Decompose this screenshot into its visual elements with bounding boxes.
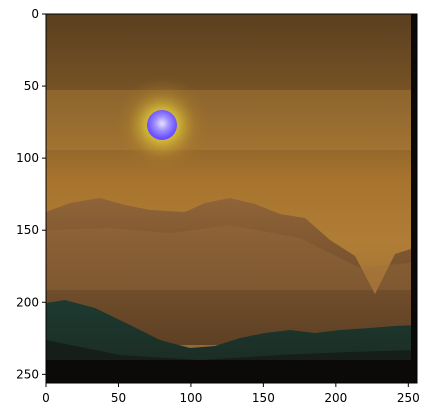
x-tick-label: 50 xyxy=(111,391,126,405)
axes-frame xyxy=(45,13,418,384)
y-tick-label: 200 xyxy=(16,295,39,309)
far-mountains xyxy=(46,198,417,345)
x-tick-label: 0 xyxy=(42,391,50,405)
haze-band xyxy=(46,90,417,150)
x-tick-label: 150 xyxy=(252,391,275,405)
y-tick-label: 0 xyxy=(31,7,39,21)
y-axis-ticks: 0 50 100 150 200 250 xyxy=(16,7,46,381)
x-tick-label: 250 xyxy=(397,391,420,405)
shoreline xyxy=(46,360,417,383)
ridge-haze xyxy=(46,225,417,290)
y-tick-label: 250 xyxy=(16,367,39,381)
x-tick-label: 200 xyxy=(324,391,347,405)
y-tick-label: 150 xyxy=(16,223,39,237)
right-edge-strip xyxy=(411,14,417,383)
image-area xyxy=(46,14,417,383)
y-tick-label: 50 xyxy=(24,79,39,93)
y-tick-label: 100 xyxy=(16,151,39,165)
x-axis-ticks: 0 50 100 150 200 250 xyxy=(42,383,420,405)
x-tick-label: 100 xyxy=(179,391,202,405)
sun xyxy=(147,110,177,140)
